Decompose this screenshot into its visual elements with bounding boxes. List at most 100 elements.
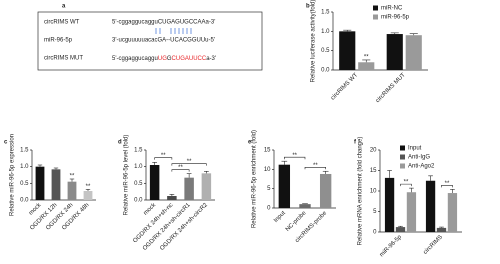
y-tick-label: 15 bbox=[370, 168, 377, 174]
x-tick-label: circRIMS bbox=[423, 234, 444, 255]
bar bbox=[384, 177, 395, 232]
y-tick-label: 1.5 bbox=[134, 148, 143, 154]
x-tick-label: circRIMS MUT bbox=[375, 72, 407, 104]
bar bbox=[405, 35, 422, 70]
bar bbox=[67, 181, 77, 200]
comparison-label: ** bbox=[404, 180, 409, 186]
comparison-bracket bbox=[284, 156, 306, 160]
y-tick-label: 0.5 bbox=[321, 48, 330, 54]
x-tick-label: miR-96-5p bbox=[379, 234, 404, 259]
legend-label: Input bbox=[408, 146, 422, 152]
y-axis-label: Relative miR-96-5p enrichment (fold) bbox=[252, 130, 258, 228]
y-tick-label: 20 bbox=[370, 148, 377, 154]
sequence-name: circRIMS MUT bbox=[44, 56, 83, 62]
x-tick-label: circRIMS WT bbox=[330, 72, 359, 101]
legend-swatch bbox=[373, 14, 378, 20]
y-tick-label: 15 bbox=[264, 148, 271, 154]
y-tick-label: 0.5 bbox=[20, 181, 29, 187]
bar bbox=[51, 169, 61, 200]
sequence-part: UG bbox=[158, 56, 167, 62]
comparison-bracket bbox=[171, 163, 207, 166]
sequence-box bbox=[37, 11, 263, 71]
comparison-label: ** bbox=[161, 153, 166, 159]
panel-label: f bbox=[354, 140, 357, 146]
y-axis-label: Relative miR-96-5p expression bbox=[10, 134, 16, 216]
comparison-label: ** bbox=[292, 153, 297, 159]
panel-label: a bbox=[62, 4, 66, 10]
sequence-part: CUGAUUCC bbox=[172, 56, 207, 62]
legend-swatch bbox=[373, 5, 378, 11]
sequence: 5'-cggaggucagguUGGCUGAUUCCa-3' bbox=[112, 56, 216, 62]
sequence-part: a-3' bbox=[206, 56, 216, 62]
comparison-label: ** bbox=[187, 159, 192, 165]
legend-label: miR-NC bbox=[381, 6, 403, 12]
base-pairing bbox=[155, 28, 192, 34]
y-tick-label: 1.0 bbox=[20, 164, 29, 170]
y-axis-label: Relative luciferase activity(fold) bbox=[311, 0, 317, 82]
bar bbox=[278, 164, 291, 208]
y-tick-label: 10 bbox=[264, 167, 271, 173]
y-tick-label: 0 bbox=[373, 230, 377, 236]
bar bbox=[149, 165, 160, 200]
sequence-part: G bbox=[167, 56, 172, 62]
significance: ** bbox=[86, 184, 91, 190]
bar bbox=[201, 173, 212, 200]
sequence-part: 5'-cggaggucaggu bbox=[112, 56, 158, 62]
y-tick-label: 5 bbox=[373, 209, 377, 215]
bar bbox=[447, 193, 458, 232]
comparison-bracket bbox=[171, 169, 190, 172]
y-tick-label: 5 bbox=[267, 186, 271, 192]
panel-label: c bbox=[4, 140, 8, 146]
y-tick-label: 0.0 bbox=[20, 198, 29, 204]
bar bbox=[358, 62, 375, 70]
legend-label: Anti-Ago2 bbox=[408, 164, 435, 170]
legend-swatch bbox=[400, 154, 405, 160]
panel-label: d bbox=[118, 140, 122, 146]
sequence: 5'-cggaggucagguCUGAGUGCCAAa-3' bbox=[112, 20, 215, 26]
y-tick-label: 1.5 bbox=[20, 148, 29, 154]
bar bbox=[436, 227, 447, 232]
y-tick-label: 1.5 bbox=[321, 10, 330, 16]
y-tick-label: 0.5 bbox=[134, 181, 143, 187]
y-tick-label: 1.0 bbox=[134, 164, 143, 170]
bar bbox=[299, 204, 311, 208]
y-tick-label: 0.0 bbox=[321, 68, 330, 74]
y-tick-label: 10 bbox=[370, 189, 377, 195]
y-axis-label: Relative miR-96-5p level (fold) bbox=[124, 135, 130, 216]
comparison-label: ** bbox=[313, 163, 318, 169]
legend-swatch bbox=[400, 145, 405, 151]
panel-label: b bbox=[306, 4, 310, 10]
significance: ** bbox=[70, 174, 75, 180]
bar bbox=[167, 196, 177, 200]
sequence-name: miR-96-5p bbox=[44, 38, 73, 44]
y-tick-label: 0 bbox=[267, 206, 271, 212]
bar bbox=[184, 177, 194, 200]
legend-label: miR-96-5p bbox=[381, 15, 410, 21]
comparison-bracket bbox=[304, 166, 326, 170]
x-tick-label: mock bbox=[143, 202, 158, 217]
comparison-bracket bbox=[441, 185, 453, 188]
bar bbox=[319, 173, 332, 208]
y-tick-label: 1.0 bbox=[321, 29, 330, 35]
sequence: 3'-ucguuuuuacacGA--UCACGGUUu-5' bbox=[112, 38, 215, 44]
bar bbox=[386, 34, 403, 70]
comparison-label: ** bbox=[178, 165, 183, 171]
x-tick-label: Input bbox=[273, 210, 287, 224]
bar bbox=[83, 191, 93, 200]
comparison-bracket bbox=[400, 183, 412, 187]
bar bbox=[35, 166, 45, 200]
y-axis-label: Relative mRNA enrichment (fold change) bbox=[358, 137, 364, 246]
panel-label: e bbox=[248, 140, 252, 146]
sequence-name: circRIMS WT bbox=[44, 20, 80, 26]
y-tick-label: 0.0 bbox=[134, 198, 143, 204]
bar bbox=[425, 180, 436, 232]
bar bbox=[395, 227, 406, 232]
legend-swatch bbox=[400, 163, 405, 169]
significance: ** bbox=[364, 55, 369, 61]
legend-label: Anti-IgG bbox=[408, 155, 430, 161]
bar bbox=[406, 192, 417, 232]
bar bbox=[339, 31, 356, 70]
comparison-label: ** bbox=[445, 181, 450, 187]
